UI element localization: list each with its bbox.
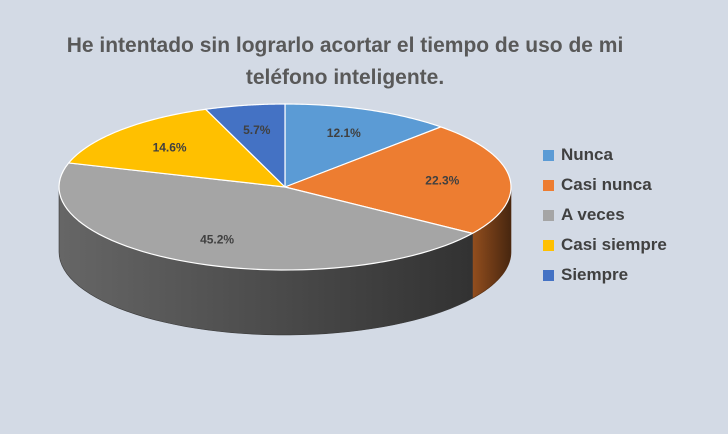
legend-item-siempre: Siempre (543, 260, 667, 290)
pie-slice-a-veces (58, 162, 474, 271)
legend-swatch (543, 179, 554, 191)
chart-title: He intentado sin lograrlo acortar el tie… (66, 34, 624, 89)
data-label-casi-nunca: 22.3% (425, 174, 459, 188)
legend-item-nunca: Nunca (543, 140, 667, 170)
legend-swatch (543, 209, 554, 221)
pie-slice-nunca (284, 103, 442, 188)
pie-slice-casi-nunca (284, 126, 512, 234)
legend-swatch (543, 149, 554, 161)
data-label-nunca: 12.1% (327, 126, 361, 140)
legend-swatch (543, 239, 554, 251)
data-label-casi-siempre: 14.6% (153, 140, 187, 154)
legend-item-casi-nunca: Casi nunca (543, 170, 667, 200)
data-label-a-veces: 45.2% (200, 233, 234, 247)
pie-slice-siempre (205, 103, 286, 188)
legend-item-a-veces: A veces (543, 200, 667, 230)
legend-swatch (543, 269, 554, 281)
legend-label: Casi nunca (561, 175, 652, 194)
legend-label: A veces (561, 205, 625, 224)
data-label-siempre: 5.7% (243, 123, 271, 137)
legend-label: Nunca (561, 145, 613, 164)
legend-item-casi-siempre: Casi siempre (543, 230, 667, 260)
legend: Nunca Casi nunca A veces Casi siempre Siempr… (543, 140, 667, 290)
legend-label: Casi siempre (561, 235, 667, 254)
pie-slice-casi-siempre (68, 108, 286, 188)
legend-label: Siempre (561, 265, 629, 284)
